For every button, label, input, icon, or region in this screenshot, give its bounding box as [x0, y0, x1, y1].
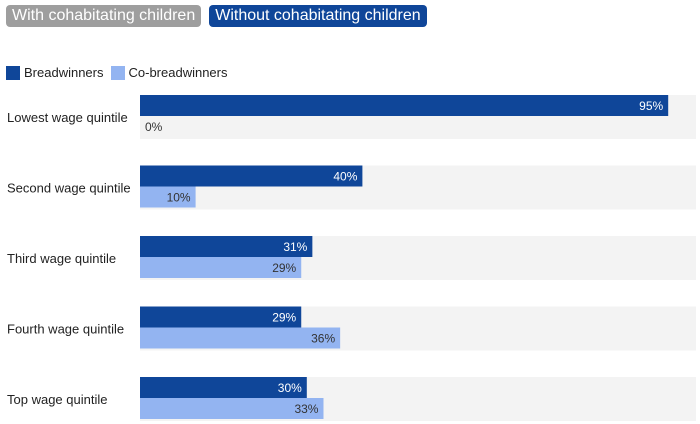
data-label: 95% — [639, 99, 663, 113]
data-label: 33% — [294, 402, 318, 416]
category-label: Fourth wage quintile — [7, 322, 124, 337]
bar-co-breadwinners[interactable] — [140, 257, 302, 278]
bar-co-breadwinners[interactable] — [140, 327, 341, 349]
legend-label-breadwinners: Breadwinners — [24, 65, 104, 80]
data-label: 0% — [145, 120, 163, 134]
tab-bar: With cohabitating children Without cohab… — [6, 5, 427, 27]
bar-co-breadwinners[interactable] — [140, 186, 196, 208]
category-label: Third wage quintile — [7, 251, 116, 266]
data-label: 31% — [283, 240, 307, 254]
legend-item-co-breadwinners[interactable]: Co-breadwinners — [110, 65, 228, 80]
data-label: 29% — [272, 261, 296, 275]
legend-label-co-breadwinners: Co-breadwinners — [128, 65, 228, 80]
bar-breadwinners[interactable] — [140, 306, 302, 328]
legend-item-breadwinners[interactable]: Breadwinners — [6, 65, 104, 80]
bar-breadwinners[interactable] — [140, 236, 313, 257]
data-label: 40% — [333, 170, 357, 184]
bar-co-breadwinners[interactable] — [140, 398, 324, 419]
bar-breadwinners[interactable] — [140, 165, 363, 187]
category-label: Second wage quintile — [7, 181, 131, 196]
legend-swatch-co-breadwinners — [110, 65, 125, 80]
category-label: Top wage quintile — [7, 392, 107, 407]
legend-swatch-breadwinners — [6, 65, 20, 80]
bar-breadwinners[interactable] — [140, 95, 669, 116]
tab-without-cohabitating-children[interactable]: Without cohabitating children — [209, 5, 427, 27]
data-label: 30% — [278, 381, 302, 395]
legend: Breadwinners Co-breadwinners — [6, 65, 235, 80]
category-label: Lowest wage quintile — [7, 110, 128, 125]
data-label: 29% — [272, 311, 296, 325]
tab-with-cohabitating-children[interactable]: With cohabitating children — [6, 5, 202, 27]
bar-breadwinners[interactable] — [140, 377, 307, 398]
data-label: 36% — [311, 332, 335, 346]
data-label: 10% — [167, 191, 191, 205]
